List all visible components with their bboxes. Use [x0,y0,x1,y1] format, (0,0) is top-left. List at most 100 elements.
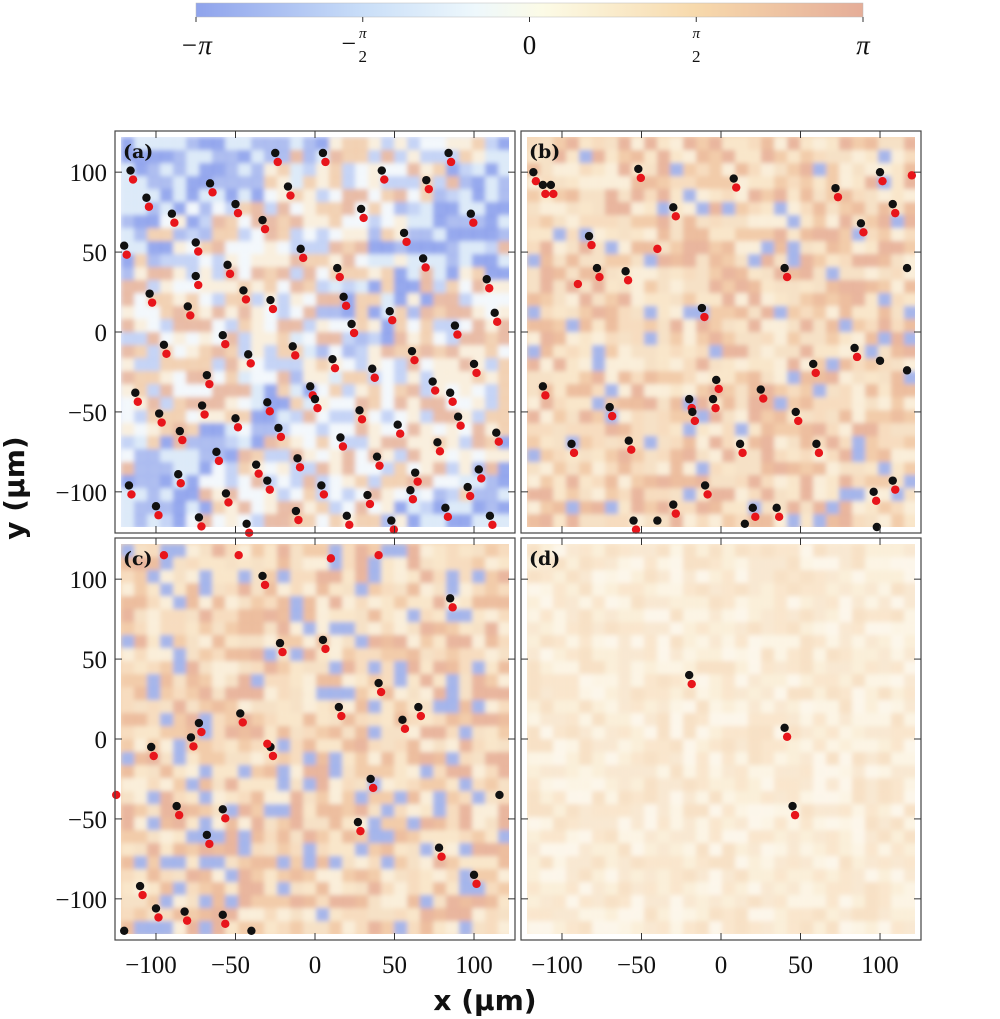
vortex-marker [888,199,897,209]
antivortex-marker [194,280,203,290]
antivortex-marker [569,448,579,458]
antivortex-marker [221,339,230,349]
vortex-marker [414,702,423,712]
vortex-marker [529,167,538,177]
vortex-marker [151,502,161,511]
vortex-marker [538,180,548,190]
vortex-marker [186,733,196,742]
panels: (a) 100 50 0 −50 −100 (b) (c) 100 50 0 −50 −100 −100 −… [55,130,922,979]
antivortex-marker [833,192,843,202]
vortex-marker [422,175,431,185]
vortex-marker [398,715,407,725]
antivortex-marker [330,363,340,373]
vortex-markers [119,148,503,538]
antivortex-marker [260,580,270,590]
vortex-marker [756,385,765,394]
vortex-marker [450,321,460,330]
antivortex-marker [265,485,274,494]
vortex-marker [466,209,476,218]
antivortex-marker [233,208,243,218]
vortex-marker [231,414,240,423]
antivortex-marker [176,479,185,488]
vortex-marker [126,166,135,175]
x-tick-label: −100 [531,952,583,979]
svg-text:π: π [359,26,367,42]
vortex-marker [258,571,267,581]
y-tick-label: 0 [95,320,108,347]
vortex-marker [223,260,232,270]
vortex-marker [875,167,885,177]
vortex-marker [247,926,256,936]
vortex-marker [869,487,878,497]
antivortex-marker [782,732,792,742]
antivortex-marker [488,520,497,530]
antivortex-marker [205,379,214,389]
vortex-marker [244,350,253,359]
antivortex-marker [472,879,481,889]
vortex-marker [242,519,251,529]
vortex-marker [407,346,417,356]
vortex-marker [387,516,396,525]
vortex-marker [621,267,630,276]
antivortex-marker [891,208,900,218]
vortex-marker [167,209,177,218]
antivortex-marker [154,511,163,520]
colorbar-ticks: −π − π2 0 π2 π [180,17,871,66]
antivortex-marker [157,418,166,427]
vortex-marker [669,203,678,212]
antivortex-marker [774,512,784,522]
antivortex-marker [891,485,900,494]
antivortex-marker [197,727,206,737]
antivortex-marker [365,499,375,509]
vortex-marker [218,330,227,340]
vortex-marker [159,340,169,349]
y-tick-label: 50 [82,647,107,674]
antivortex-marker [138,890,147,900]
vortex-marker [780,263,789,273]
colorbar-gradient [195,2,864,18]
vortex-marker [119,241,129,250]
antivortex-marker [410,355,419,365]
vortex-marker [355,406,364,415]
antivortex-marker [356,826,365,836]
vortex-marker [135,881,145,891]
antivortex-marker [170,218,179,227]
antivortex-marker [690,416,700,426]
antivortex-marker [147,298,157,307]
antivortex-marker [811,368,820,378]
antivortex-marker [178,435,187,445]
vortex-marker [142,193,151,202]
vortex-marker [342,511,352,521]
x-tick-label: 0 [309,952,322,979]
antivortex-marker [907,171,917,180]
x-tick-label: 100 [861,952,899,979]
vortex-marker [688,407,697,417]
vortex-marker [221,489,231,498]
panel-d: (d) −100 −50 0 50 100 [520,537,922,979]
antivortex-marker [159,550,169,560]
x-tick-label: 50 [382,952,407,979]
vortex-marker [336,433,345,442]
vortex-marker [490,308,499,318]
antivortex-marker [751,512,760,522]
vortex-marker [251,460,261,469]
vortex-marker [274,423,283,433]
antivortex-marker [437,852,446,861]
vortex-marker [418,254,428,263]
vortex-marker [434,843,444,852]
vortex-marker [291,506,301,516]
antivortex-marker [319,490,329,499]
vortex-marker [151,904,161,913]
antivortex-marker [295,463,305,472]
antivortex-marker [238,718,247,727]
x-tick-label: −50 [211,952,250,979]
vortex-marker [236,709,245,718]
antivortex-marker [357,415,367,424]
vortex-marker [374,678,383,688]
y-tick-label: −100 [55,480,107,507]
vortex-marker [584,231,594,241]
antivortex-marker [225,269,235,279]
y-axis-label: y (μm) [0,436,31,539]
antivortex-marker [149,751,158,761]
antivortex-marker [413,477,422,486]
